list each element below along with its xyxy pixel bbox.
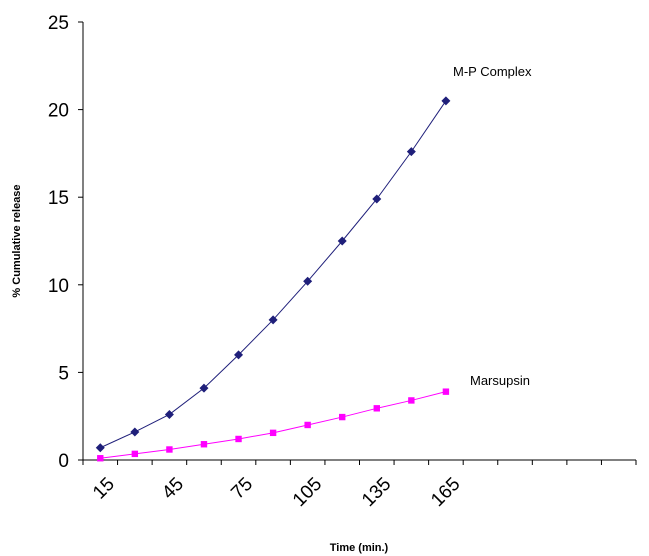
data-point-m-p-complex [130,427,140,437]
data-point-marsupsin [304,421,311,429]
data-point-m-p-complex [234,350,244,360]
data-point-marsupsin [339,413,346,421]
data-point-marsupsin [200,441,208,448]
y-tick-label: 15 [48,188,69,209]
x-tick-label: 165 [427,474,464,511]
y-tick-label: 10 [48,276,69,297]
series-label-marsupsin: Marsupsin [470,373,530,388]
x-axis [82,459,637,465]
x-tick-labels: 15 45 75 105 135 165 [89,474,464,511]
x-tick-label: 135 [358,474,395,511]
x-tick-label: 45 [158,474,188,504]
data-point-marsupsin [408,397,415,404]
x-tick-label: 75 [227,474,257,504]
data-point-m-p-complex [303,276,313,286]
data-point-m-p-complex [268,315,278,325]
data-point-m-p-complex [441,96,451,106]
data-point-marsupsin [269,429,277,437]
data-point-marsupsin [442,388,450,395]
y-tick-label: 25 [48,13,69,34]
data-point-marsupsin [373,405,380,412]
data-point-marsupsin [235,435,242,443]
data-point-m-p-complex [372,194,382,204]
y-axis [78,21,84,461]
series-line-m-p-complex [100,100,447,449]
series-group [95,96,451,462]
y-axis-title: % Cumulative release [11,184,23,297]
data-point-marsupsin [131,450,139,458]
data-point-m-p-complex [199,383,209,393]
y-tick-labels: 0 5 10 15 20 25 [48,13,69,472]
data-point-marsupsin [97,455,104,462]
y-tick-label: 0 [58,451,69,472]
data-point-m-p-complex [406,147,416,157]
series-line-marsupsin [100,391,447,459]
x-axis-title: Time (min.) [330,542,389,554]
x-tick-label: 105 [289,474,326,511]
y-tick-label: 5 [58,363,69,384]
series-label-mp-complex: M-P Complex [453,64,532,79]
data-point-m-p-complex [337,236,347,246]
data-point-marsupsin [166,446,173,453]
y-tick-label: 20 [48,101,69,122]
x-tick-label: 15 [89,474,119,504]
data-point-m-p-complex [95,443,105,453]
data-point-m-p-complex [164,409,174,419]
